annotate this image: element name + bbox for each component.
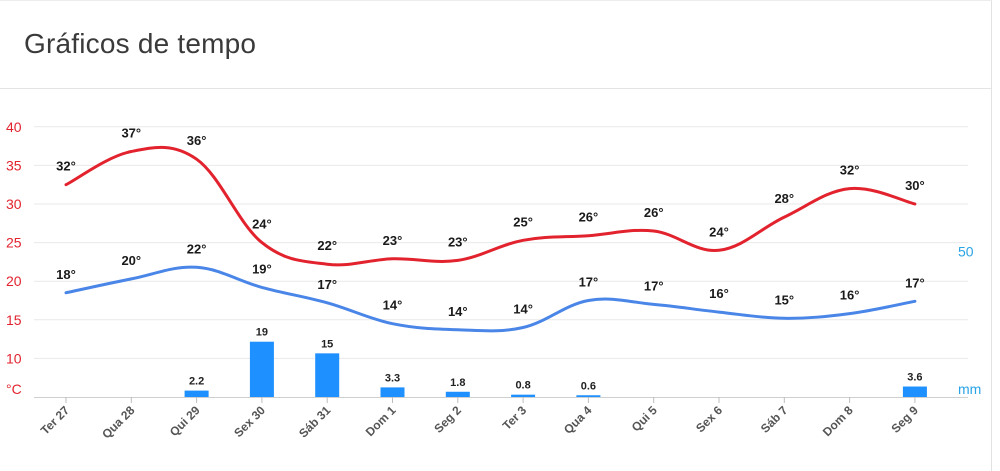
y-tick-label: 20 [6, 273, 22, 289]
min-temperature-label: 16° [709, 286, 729, 301]
x-tick-label: Seg 2 [431, 403, 464, 436]
max-temperature-label: 25° [513, 214, 533, 229]
precipitation-value-label: 2.2 [189, 376, 204, 388]
precipitation-bar [249, 341, 274, 397]
max-temperature-label: 36° [187, 133, 207, 148]
min-temperature-label: 20° [121, 253, 141, 268]
y-tick-label: 40 [6, 119, 22, 135]
min-temperature-label: 17° [317, 277, 337, 292]
min-temperature-label: 14° [448, 304, 468, 319]
x-axis: Ter 27 Qua 28 Qui 29 Sex 30 Sáb 31 Dom 1 Seg 2… [34, 397, 968, 441]
precipitation-axis: 50 mm [958, 244, 981, 398]
x-tick-label: Qua 28 [99, 403, 137, 441]
x-tick-label: Qua 4 [561, 403, 595, 437]
min-temperature-label: 17° [905, 275, 925, 290]
x-tick-label: Dom 8 [820, 403, 856, 439]
min-temperature-label: 19° [252, 261, 272, 276]
x-tick-label: Sex 6 [693, 403, 725, 435]
precipitation-value-label: 3.6 [907, 372, 922, 384]
max-temperature-label: 24° [709, 224, 729, 239]
y-right-tick-label: 50 [958, 244, 974, 260]
precipitation-bar [380, 387, 405, 397]
precipitation-bars [184, 341, 927, 397]
x-tick-label: Sáb 7 [758, 403, 791, 436]
min-temperature-label: 17° [644, 278, 664, 293]
y-tick-label: 15 [6, 312, 22, 328]
precipitation-bar [315, 353, 340, 397]
max-temperature-label: 32° [840, 163, 860, 178]
max-temperature-label: 32° [56, 159, 76, 174]
max-temperature-label: 28° [774, 191, 794, 206]
precipitation-bar [902, 386, 927, 397]
chart-grid [34, 126, 968, 359]
y-tick-label: 30 [6, 196, 22, 212]
min-temperature-line [64, 265, 917, 333]
x-tick-label: Ter 27 [38, 403, 73, 438]
precipitation-bar [576, 395, 601, 397]
max-temperature-label: 26° [579, 210, 599, 225]
max-temperature-labels: 32° 37° 36° 24° 22° 23° 23° 25° 26° 26° 24° 28° 32° 3… [56, 126, 925, 254]
precipitation-value-label: 3.3 [385, 372, 400, 384]
min-temperature-label: 22° [187, 241, 207, 256]
max-temperature-label: 30° [905, 178, 925, 193]
x-tick-label: Sex 30 [231, 403, 268, 440]
precipitation-labels: 2.2 19 15 3.3 1.8 0.8 0.6 3.6 [189, 327, 923, 393]
y-tick-label: 35 [6, 157, 22, 173]
min-temperature-label: 16° [840, 288, 860, 303]
precipitation-value-label: 1.8 [450, 377, 465, 389]
precipitation-bar [511, 394, 536, 397]
card-header: Gráficos de tempo [0, 0, 992, 89]
max-temperature-label: 23° [448, 234, 468, 249]
precipitation-bar [445, 391, 470, 397]
min-temperature-label: 15° [774, 292, 794, 307]
min-temperature-label: 17° [579, 275, 599, 290]
precipitation-value-label: 19 [256, 327, 268, 339]
min-temperature-labels: 18° 20° 22° 19° 17° 14° 14° 14° 17° 17° 16° 15° 16° 1… [56, 241, 925, 319]
x-tick-label: Seg 9 [888, 403, 921, 436]
max-temperature-label: 22° [317, 238, 337, 253]
precipitation-bar [184, 390, 209, 397]
y-tick-label: 25 [6, 235, 22, 251]
temperature-axis: 40 35 30 25 20 15 10 °C [6, 119, 22, 397]
x-tick-label: Ter 3 [500, 403, 530, 433]
x-tick-label: Sáb 31 [296, 403, 333, 440]
x-tick-label: Qui 29 [167, 403, 203, 439]
y-tick-label: 10 [6, 350, 22, 366]
precipitation-value-label: 15 [321, 338, 333, 350]
max-temperature-label: 26° [644, 205, 664, 220]
min-temperature-label: 14° [383, 298, 403, 313]
precipitation-unit-label: mm [958, 381, 981, 397]
temperature-unit-label: °C [6, 381, 22, 397]
min-temperature-label: 18° [56, 267, 76, 282]
max-temperature-label: 24° [252, 217, 272, 232]
page-title: Gráficos de tempo [24, 28, 257, 59]
x-tick-label: Qui 5 [629, 403, 660, 434]
max-temperature-label: 23° [383, 233, 403, 248]
precipitation-value-label: 0.8 [515, 380, 530, 392]
max-temperature-line [64, 145, 917, 267]
x-tick-label: Dom 1 [363, 403, 399, 439]
min-temperature-label: 14° [513, 302, 533, 317]
max-temperature-label: 37° [121, 126, 141, 141]
precipitation-value-label: 0.6 [581, 380, 596, 392]
